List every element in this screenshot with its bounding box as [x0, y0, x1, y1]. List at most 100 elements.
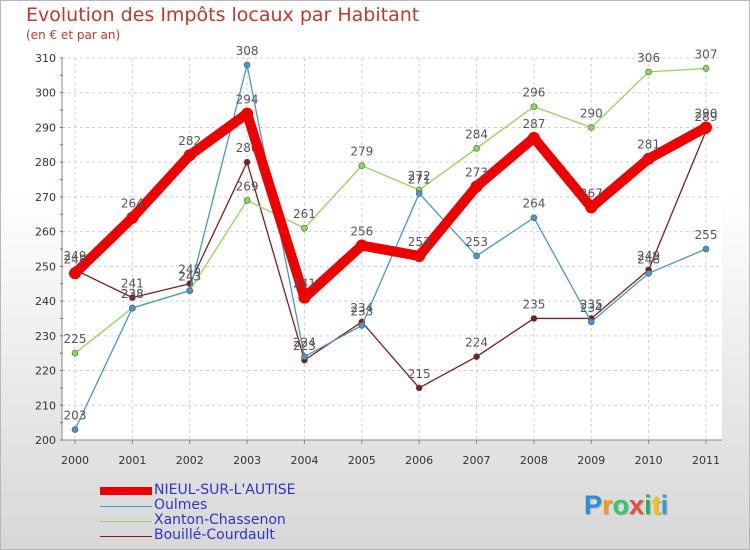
chart-subtitle: (en € et par an) [26, 28, 121, 42]
data-point [587, 318, 595, 326]
data-point [470, 180, 483, 193]
data-label: 249 [637, 249, 660, 263]
x-tick-label: 2007 [463, 454, 491, 467]
y-tick-label: 270 [35, 191, 56, 204]
data-point [69, 267, 81, 280]
data-point [587, 124, 595, 131]
data-label: 249 [64, 249, 87, 263]
y-tick-label: 250 [35, 260, 56, 273]
legend-swatch-oulmes [100, 506, 152, 507]
y-tick-label: 260 [35, 226, 56, 239]
data-label: 307 [695, 47, 718, 61]
logo-letter: x [629, 490, 645, 520]
x-tick-label: 2005 [348, 454, 376, 467]
data-point [585, 201, 598, 214]
data-label: 306 [637, 51, 660, 65]
legend-label-xanton: Xanton-Chassenon [154, 512, 286, 528]
y-tick-label: 300 [35, 87, 56, 100]
data-label: 235 [522, 297, 545, 311]
data-label: 248 [64, 252, 87, 266]
chart-title: Evolution des Impôts locaux par Habitant [26, 4, 420, 26]
data-label: 264 [522, 197, 545, 211]
y-tick-label: 210 [35, 399, 56, 412]
y-tick-label: 230 [35, 330, 56, 343]
x-tick-label: 2008 [520, 454, 548, 467]
data-point [298, 291, 311, 304]
data-label: 308 [236, 44, 259, 58]
logo-letter: o [612, 490, 630, 520]
legend-swatch-xanton [100, 521, 152, 522]
x-tick-label: 2000 [61, 454, 89, 467]
data-point [241, 107, 254, 120]
data-point [645, 270, 652, 277]
series-line-1 [74, 64, 707, 431]
data-label: 284 [465, 127, 488, 141]
y-tick-label: 310 [35, 52, 56, 65]
data-point [243, 158, 251, 166]
data-label: 203 [64, 409, 87, 423]
data-label: 241 [121, 277, 144, 291]
data-label: 215 [408, 367, 431, 381]
data-label: 289 [695, 110, 718, 124]
legend-label-oulmes: Oulmes [154, 497, 208, 513]
data-label: 238 [121, 287, 144, 301]
data-point [186, 287, 194, 294]
series-line-3 [74, 130, 707, 389]
x-tick-label: 2001 [118, 454, 146, 467]
logo-letter: i [660, 490, 669, 520]
data-point [301, 224, 308, 232]
data-point [530, 315, 538, 322]
data-point [71, 426, 79, 433]
legend-label-nieul: NIEUL-SUR-L'AUTISE [154, 482, 296, 498]
data-label: 279 [350, 145, 373, 159]
data-point [415, 190, 423, 197]
data-point [129, 304, 136, 312]
data-point [530, 103, 538, 110]
data-point [473, 252, 480, 260]
logo-letter: i [644, 490, 652, 520]
data-point [527, 131, 540, 144]
data-label: 233 [350, 304, 373, 318]
data-label: 241 [293, 277, 316, 291]
x-tick-label: 2003 [233, 454, 261, 467]
data-label: 235 [580, 297, 603, 311]
y-tick-label: 290 [35, 121, 56, 134]
logo-letter: P [584, 490, 603, 520]
data-label: 238 [121, 287, 144, 301]
data-label: 224 [293, 336, 316, 350]
data-point [413, 249, 426, 262]
y-tick-label: 280 [35, 156, 56, 169]
data-label: 261 [293, 207, 316, 221]
data-label: 243 [178, 270, 201, 284]
data-label: 253 [408, 235, 431, 249]
data-point [642, 152, 655, 165]
series-line-0 [70, 108, 711, 303]
data-point [702, 245, 710, 253]
x-tick-label: 2004 [290, 454, 318, 467]
data-point [415, 384, 423, 392]
data-label: 294 [236, 93, 259, 107]
data-point [126, 211, 139, 224]
data-point [702, 65, 710, 72]
data-label: 253 [465, 235, 488, 249]
data-point [358, 162, 366, 169]
data-point [645, 68, 652, 76]
data-label: 248 [637, 252, 660, 266]
data-point [183, 149, 196, 162]
data-point [355, 239, 368, 252]
data-label: 272 [408, 169, 431, 183]
data-label: 255 [695, 228, 718, 242]
legend-swatch-bouille [100, 536, 152, 537]
y-tick-label: 220 [35, 365, 56, 378]
data-label: 290 [580, 106, 603, 120]
data-label: 225 [64, 332, 87, 346]
data-point [71, 349, 79, 357]
data-label: 273 [465, 165, 488, 179]
data-label: 223 [293, 339, 316, 353]
data-point [243, 61, 251, 69]
data-point [243, 197, 251, 204]
x-tick-label: 2009 [577, 454, 605, 467]
data-label: 287 [522, 117, 545, 131]
x-tick-label: 2006 [405, 454, 433, 467]
